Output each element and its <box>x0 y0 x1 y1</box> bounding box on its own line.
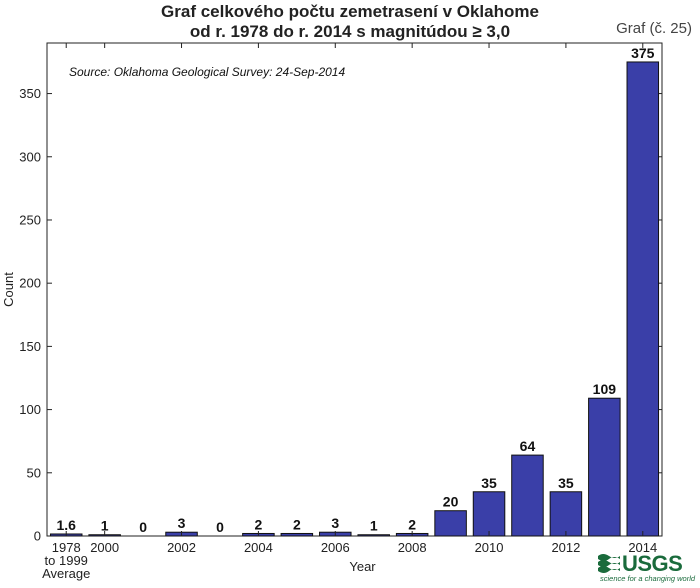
y-tick-label: 150 <box>19 339 41 354</box>
y-tick-label: 50 <box>27 465 41 480</box>
data-label: 64 <box>520 438 536 454</box>
data-label: 1.6 <box>56 517 76 533</box>
x-tick-label: 2012 <box>551 540 580 555</box>
y-tick-label: 350 <box>19 86 41 101</box>
x-tick-label: 2004 <box>244 540 273 555</box>
bar <box>511 454 544 537</box>
data-label: 2 <box>408 516 416 532</box>
x-tick-label: 2006 <box>321 540 350 555</box>
data-label: 0 <box>216 519 224 535</box>
usgs-wave-icon <box>598 554 620 573</box>
x-tick-label: 2002 <box>167 540 196 555</box>
data-label: 0 <box>139 519 147 535</box>
chart-title: Graf celkového počtu zemetrasení v Oklah… <box>0 2 700 42</box>
data-label: 1 <box>101 518 109 534</box>
data-label: 2 <box>255 516 263 532</box>
figure-number: Graf (č. 25) <box>616 20 692 37</box>
data-label: 3 <box>331 515 339 531</box>
usgs-wordmark: USGS <box>622 551 683 576</box>
bar <box>357 534 390 537</box>
data-label: 2 <box>293 516 301 532</box>
plot-frame <box>46 42 663 537</box>
source-note: Source: Oklahoma Geological Survey: 24-S… <box>69 65 345 79</box>
bar <box>626 61 660 537</box>
y-tick-label: 200 <box>19 276 41 291</box>
chart-title-line-1: Graf celkového počtu zemetrasení v Oklah… <box>161 2 539 21</box>
bar <box>280 532 314 537</box>
data-label: 1 <box>370 518 378 534</box>
x-tick-label: 2000 <box>90 540 119 555</box>
data-label: 35 <box>481 475 497 491</box>
data-label: 3 <box>178 515 186 531</box>
usgs-logo: USGS science for a changing world <box>598 551 698 586</box>
y-axis-label: Count <box>1 272 16 307</box>
data-label: 109 <box>593 381 617 397</box>
bars <box>49 61 660 537</box>
y-tick-label: 0 <box>34 529 41 544</box>
y-tick-label: 250 <box>19 212 41 227</box>
data-labels: 1.6 1 0 3 0 2 2 3 1 2 20 35 64 35 109 375 <box>56 45 654 535</box>
y-tick-label: 100 <box>19 402 41 417</box>
x-tick-label: 2008 <box>398 540 427 555</box>
bar <box>434 510 467 537</box>
chart-title-line-2: od r. 1978 do r. 2014 s magnitúdou ≥ 3,0 <box>189 22 511 41</box>
data-label: 375 <box>631 45 655 61</box>
x-tick-label: 1978 to 1999 Average <box>42 540 90 581</box>
data-label: 20 <box>443 494 459 510</box>
data-label: 35 <box>558 475 574 491</box>
x-axis-label: Year <box>349 559 376 574</box>
x-tick-label: 2010 <box>475 540 504 555</box>
bar <box>588 397 621 537</box>
usgs-tagline: science for a changing world <box>600 574 696 583</box>
bar <box>472 491 506 537</box>
x-tick-label: 2014 <box>628 540 657 555</box>
y-tick-label: 300 <box>19 149 41 164</box>
bar <box>549 491 583 537</box>
